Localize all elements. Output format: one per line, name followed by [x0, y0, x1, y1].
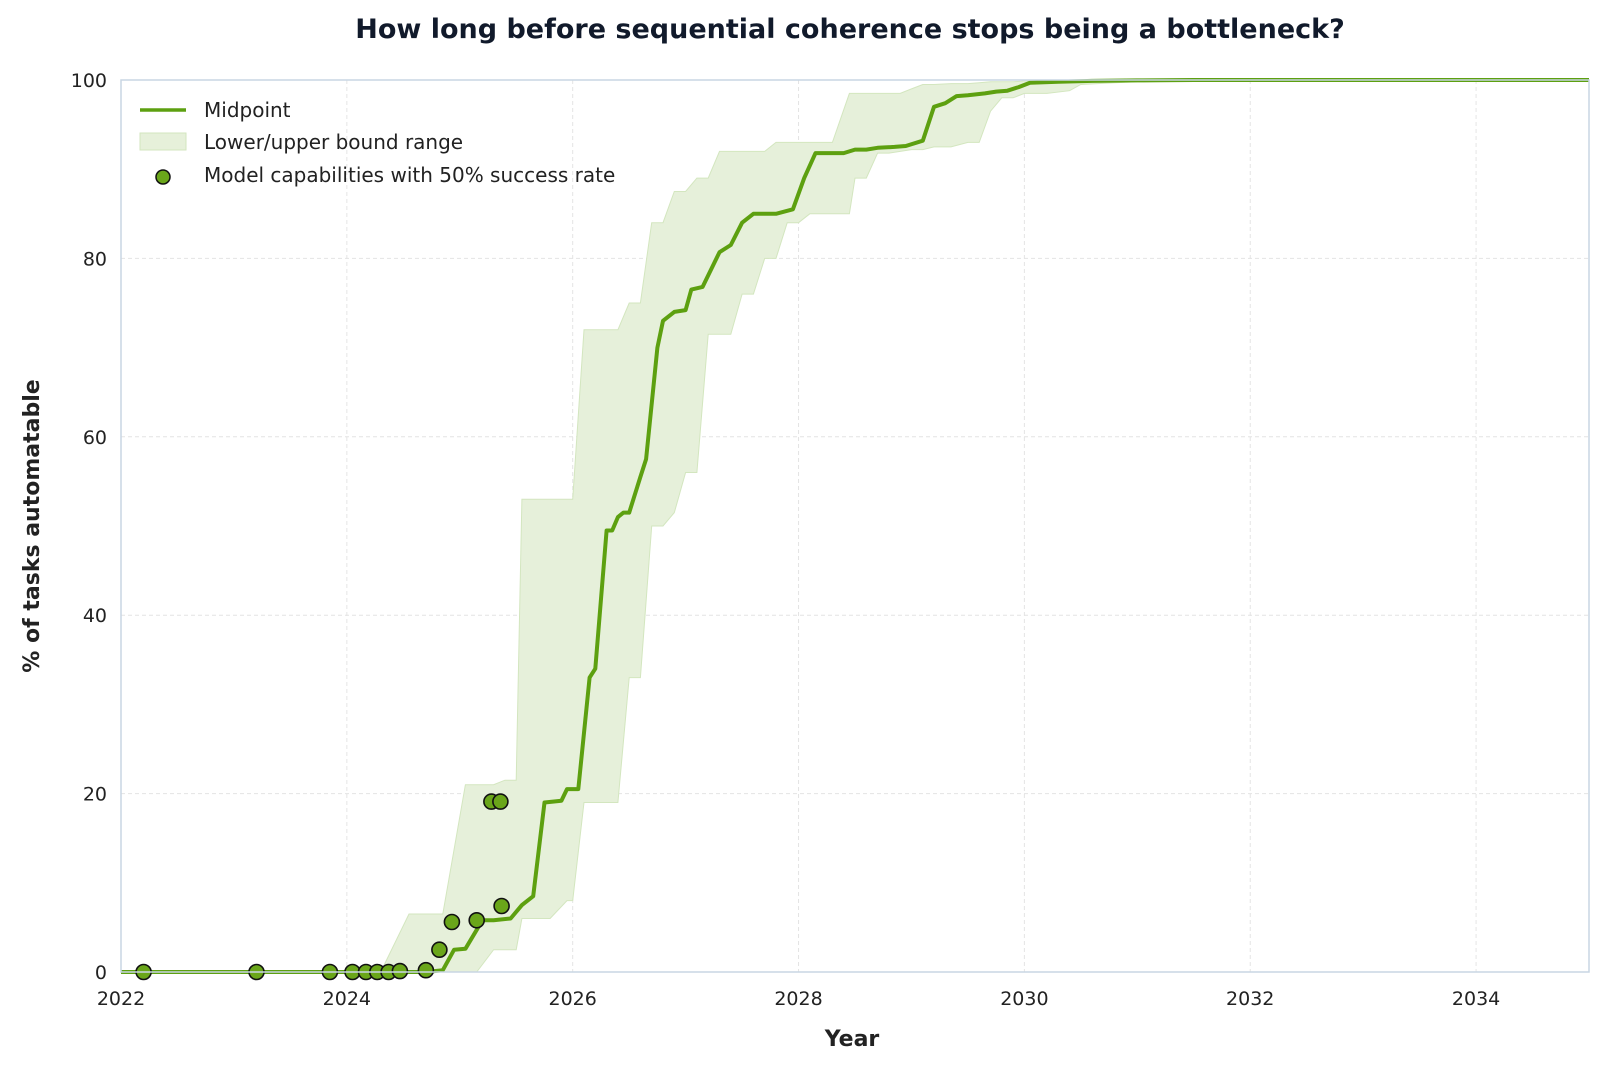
- x-tick-label: 2026: [549, 988, 597, 1010]
- capability-point: [391, 962, 409, 980]
- midpoint-line: [121, 78, 1589, 974]
- plot-frame: [120, 79, 1590, 973]
- capability-point: [468, 911, 486, 929]
- x-tick-label: 2032: [1226, 988, 1274, 1010]
- capability-point: [493, 897, 510, 915]
- y-tick-label: 100: [71, 70, 107, 92]
- y-tick-label: 60: [83, 427, 107, 449]
- x-axis-label: Year: [824, 1027, 880, 1052]
- legend-band-swatch: [139, 132, 187, 151]
- capability-point: [492, 793, 509, 810]
- capability-point: [443, 913, 461, 931]
- x-tick-label: 2028: [774, 988, 822, 1010]
- legend-points-label: Model capabilities with 50% success rate: [204, 163, 615, 187]
- chart-title: How long before sequential coherence sto…: [355, 14, 1345, 45]
- y-axis-label: % of tasks automatable: [20, 379, 45, 672]
- legend-midpoint-label: Midpoint: [204, 98, 291, 122]
- y-tick-label: 80: [83, 248, 107, 270]
- x-tick-label: 2022: [97, 988, 145, 1010]
- bound-range-area: [121, 79, 1589, 973]
- legend: Midpoint Lower/upper bound range Model c…: [139, 98, 615, 187]
- x-axis-ticks: 2022 2024 2026 2028 2030 2032 2034: [97, 988, 1500, 1010]
- midpoint-series: [121, 78, 1589, 974]
- legend-points-swatch: [155, 169, 171, 185]
- x-tick-label: 2024: [323, 988, 371, 1010]
- x-tick-label: 2030: [1000, 988, 1048, 1010]
- y-tick-label: 20: [83, 784, 107, 806]
- y-tick-label: 40: [83, 605, 107, 627]
- gridlines: [120, 79, 1589, 973]
- y-tick-label: 0: [95, 962, 107, 984]
- x-tick-label: 2034: [1452, 988, 1500, 1010]
- legend-band-label: Lower/upper bound range: [204, 130, 463, 154]
- capability-point: [417, 961, 435, 979]
- bound-range-band: [121, 79, 1589, 973]
- y-axis-ticks: 0 20 40 60 80 100: [71, 70, 107, 984]
- capability-point: [431, 941, 448, 959]
